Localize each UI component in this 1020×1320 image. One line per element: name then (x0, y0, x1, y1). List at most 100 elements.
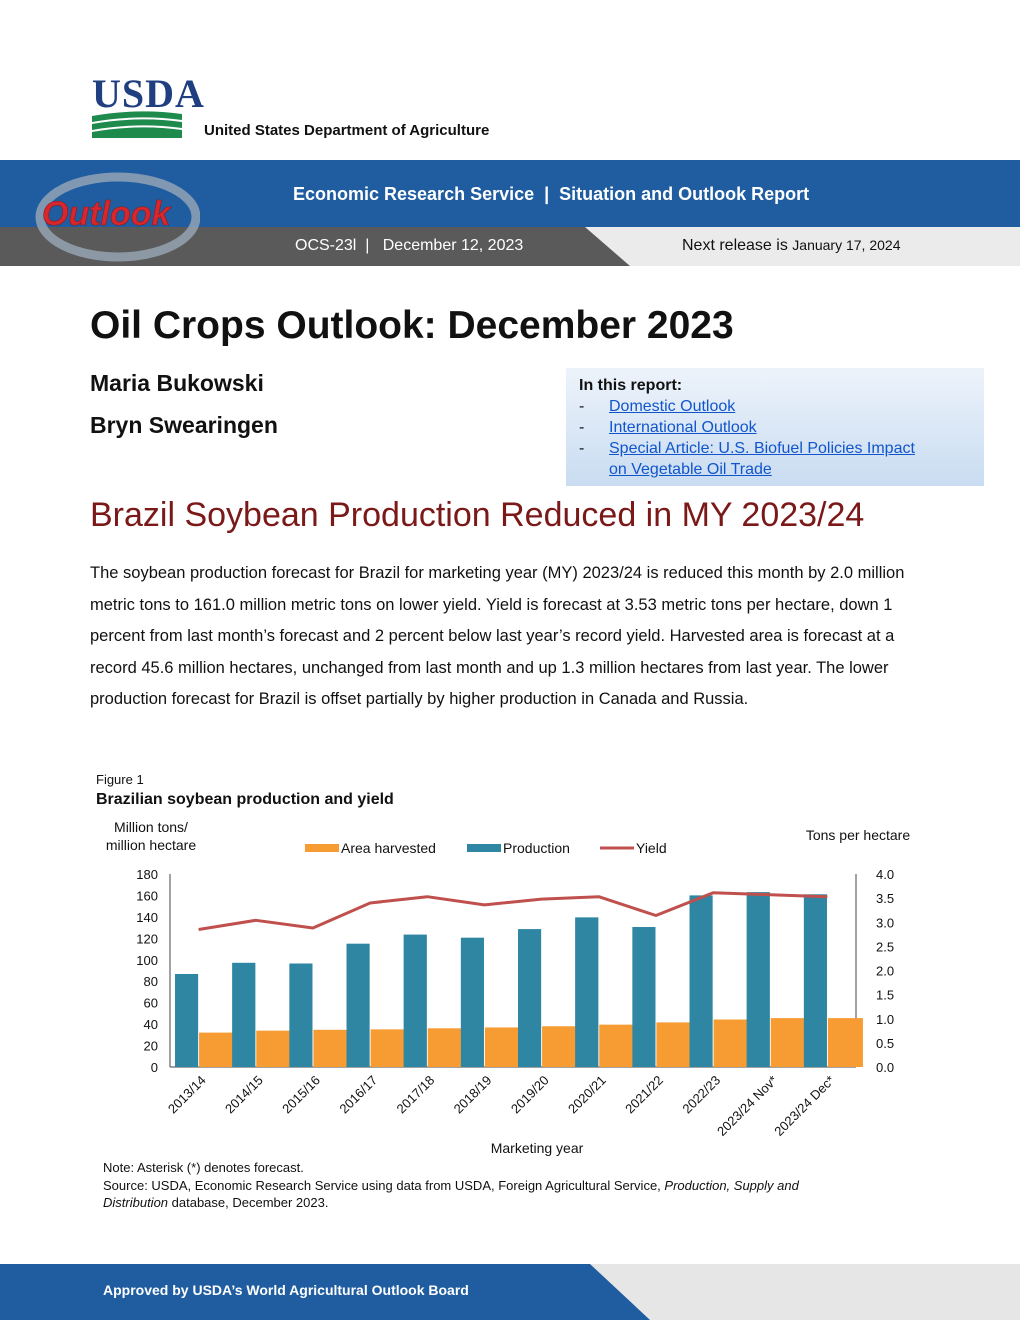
x-axis-title: Marketing year (491, 1140, 584, 1156)
area-bar (484, 1027, 520, 1067)
usda-logo: USDA (92, 71, 205, 116)
x-tick-label: 2019/20 (508, 1073, 552, 1117)
toc-link-international[interactable]: International Outlook (609, 419, 757, 436)
toc-item: - Domestic Outlook (579, 398, 735, 416)
left-tick-label: 100 (136, 953, 158, 968)
legend-label: Production (503, 840, 570, 856)
left-tick-label: 140 (136, 910, 158, 925)
legend-label: Area harvested (341, 840, 436, 856)
left-tick-label: 40 (144, 1017, 158, 1032)
left-tick-label: 60 (144, 996, 158, 1011)
header-band (0, 160, 1020, 227)
right-axis-title: Tons per hectare (806, 827, 910, 843)
right-tick-label: 4.0 (876, 867, 894, 882)
area-bar (656, 1022, 692, 1067)
source-italic-1: Production, Supply and (664, 1178, 799, 1193)
production-bar-front (175, 974, 199, 1067)
left-tick-label: 0 (151, 1060, 158, 1075)
next-release-date: January 17, 2024 (792, 237, 901, 253)
toc-dash: - (579, 398, 585, 415)
author-name: Bryn Swearingen (90, 412, 278, 438)
figure-source: Source: USDA, Economic Research Service … (103, 1177, 923, 1211)
release-band (585, 227, 1020, 266)
source-prefix: Source: USDA, Economic Research Service … (103, 1178, 665, 1193)
outlook-logo: Outlook (35, 172, 200, 262)
toc-link-domestic[interactable]: Domestic Outlook (609, 398, 736, 415)
body-paragraph: The soybean production forecast for Braz… (90, 564, 905, 708)
production-bar-front (346, 943, 370, 1067)
footer-text: Approved by USDA’s World Agricultural Ou… (103, 1282, 469, 1298)
left-tick-label: 80 (144, 974, 158, 989)
section-headline: Brazil Soybean Production Reduced in MY … (90, 496, 865, 534)
toc-item: - International Outlook (579, 419, 757, 437)
right-tick-label: 3.5 (876, 891, 894, 906)
x-tick-label: 2023/24 Nov* (714, 1073, 780, 1139)
area-bar (770, 1018, 806, 1067)
left-tick-label: 180 (136, 867, 158, 882)
area-bar (427, 1028, 463, 1067)
x-tick-label: 2018/19 (451, 1073, 495, 1117)
toc-item-continued: on Vegetable Oil Trade (609, 461, 772, 479)
area-bar (199, 1032, 235, 1067)
toc-link-special-article-line2[interactable]: on Vegetable Oil Trade (609, 461, 772, 478)
production-bar-front (232, 962, 256, 1067)
right-tick-label: 3.0 (876, 915, 894, 930)
production-bar-front (460, 937, 484, 1067)
x-tick-label: 2020/21 (565, 1073, 609, 1117)
figure-note: Note: Asterisk (*) denotes forecast. (103, 1160, 304, 1175)
left-tick-label: 120 (136, 931, 158, 946)
right-tick-label: 0.5 (876, 1036, 894, 1051)
issue-line: OCS-23l | December 12, 2023 (295, 237, 524, 254)
area-bar (599, 1024, 635, 1067)
left-tick-label: 160 (136, 888, 158, 903)
production-bar-front (518, 929, 542, 1067)
toc-link-special-article[interactable]: Special Article: U.S. Biofuel Policies I… (609, 440, 915, 457)
agency-line: Economic Research Service | Situation an… (293, 184, 810, 204)
x-tick-label: 2016/17 (336, 1073, 380, 1117)
area-bar (256, 1030, 292, 1067)
production-bar-front (689, 895, 713, 1067)
figure-title: Brazilian soybean production and yield (96, 791, 394, 808)
source-suffix: database, December 2023. (168, 1195, 329, 1210)
right-tick-label: 2.0 (876, 964, 894, 979)
author-name: Maria Bukowski (90, 370, 264, 396)
area-bar (313, 1029, 349, 1067)
toc-item: - Special Article: U.S. Biofuel Policies … (579, 440, 915, 458)
production-yield-chart: Million tons/ million hectare Tons per h… (106, 819, 910, 1156)
left-axis-title-line2: million hectare (106, 837, 196, 853)
usda-field-icon (92, 111, 182, 138)
x-tick-label: 2022/23 (679, 1073, 723, 1117)
x-tick-label: 2013/14 (165, 1073, 209, 1117)
figure-label: Figure 1 (96, 772, 144, 787)
outlook-logo-text: Outlook (42, 195, 173, 233)
right-tick-label: 1.0 (876, 1012, 894, 1027)
department-name: United States Department of Agriculture (204, 122, 490, 139)
left-axis-title-line1: Million tons/ (114, 819, 188, 835)
in-this-report-box (566, 368, 984, 486)
area-bar (370, 1029, 406, 1067)
right-tick-label: 1.5 (876, 988, 894, 1003)
source-italic-2: Distribution (103, 1195, 169, 1210)
x-tick-label: 2015/16 (279, 1073, 323, 1117)
yield-line (198, 891, 828, 931)
production-bar-front (575, 917, 599, 1067)
x-tick-label: 2023/24 Dec* (771, 1073, 837, 1139)
production-bar-front (403, 934, 427, 1067)
legend-swatch (305, 844, 339, 852)
x-tick-label: 2014/15 (222, 1073, 266, 1117)
area-bar (713, 1019, 749, 1067)
area-bar (542, 1026, 578, 1067)
production-bar-front (632, 927, 656, 1067)
toc-dash: - (579, 419, 585, 436)
legend-swatch (467, 844, 501, 852)
production-bar-front (746, 892, 770, 1067)
production-bar-front (289, 963, 313, 1067)
right-tick-label: 0.0 (876, 1060, 894, 1075)
x-tick-label: 2017/18 (394, 1073, 438, 1117)
legend-label: Yield (636, 840, 667, 856)
report-title: Oil Crops Outlook: December 2023 (90, 304, 734, 347)
next-release-label: Next release is (682, 237, 788, 254)
area-bar (827, 1018, 863, 1067)
footer-grey-wedge (590, 1264, 1020, 1320)
next-release: Next release is January 17, 2024 (682, 237, 900, 255)
